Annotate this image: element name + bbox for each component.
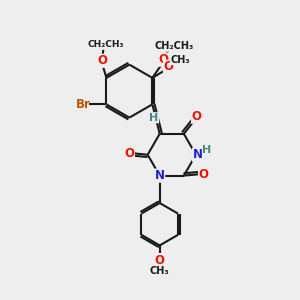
Text: H: H: [202, 145, 212, 155]
Text: CH₂CH₃: CH₂CH₃: [154, 41, 194, 51]
Text: H: H: [149, 113, 159, 123]
Text: O: O: [124, 147, 134, 160]
Text: CH₂CH₃: CH₂CH₃: [87, 40, 124, 50]
Text: O: O: [191, 110, 202, 123]
Text: N: N: [192, 148, 203, 161]
Text: N: N: [155, 169, 165, 182]
Text: O: O: [98, 54, 108, 67]
Text: O: O: [164, 60, 173, 73]
Text: O: O: [158, 53, 169, 66]
Text: O: O: [199, 168, 208, 181]
Text: CH₃: CH₃: [150, 266, 170, 276]
Text: O: O: [155, 254, 165, 267]
Text: CH₃: CH₃: [170, 55, 190, 64]
Text: Br: Br: [76, 98, 91, 111]
